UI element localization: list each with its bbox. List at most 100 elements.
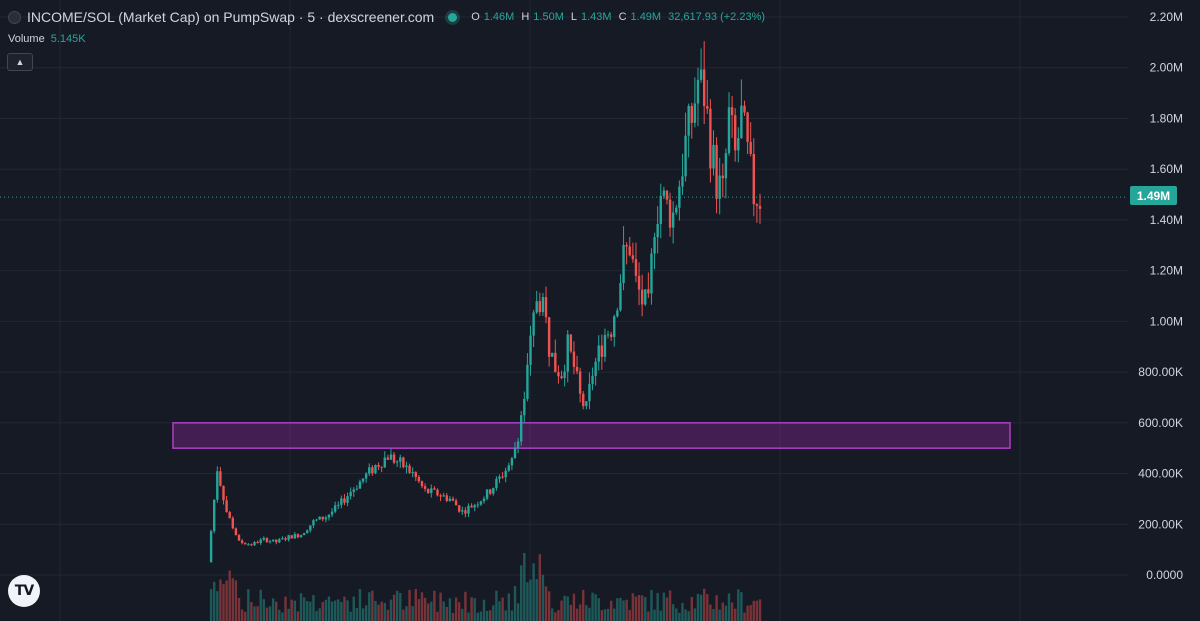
candle-body (613, 316, 616, 337)
candle-body (569, 334, 573, 352)
volume-bar (699, 594, 703, 621)
candle-body (712, 144, 715, 169)
volume-bar (209, 589, 213, 621)
candle-body (718, 175, 721, 199)
volume-bar (538, 554, 542, 621)
candle-body (721, 175, 724, 179)
volume-bar (625, 599, 628, 621)
y-tick-label: 1.80M (1150, 111, 1183, 125)
candle-body (529, 335, 532, 365)
candle-body (299, 535, 303, 538)
candle-body (371, 467, 374, 474)
volume-bar (609, 600, 613, 621)
candle-body (727, 107, 731, 154)
candle-body (287, 535, 290, 540)
volume-bar (461, 608, 464, 621)
candle-body (358, 481, 362, 489)
volume-bar (566, 596, 569, 621)
volume-bar (495, 590, 498, 621)
volume-bar (228, 570, 231, 621)
volume-bar (520, 565, 523, 621)
candle-body (262, 537, 266, 540)
candle-body (678, 186, 681, 208)
candle-body (622, 245, 625, 284)
candle-body (749, 141, 752, 154)
candle-body (566, 334, 569, 372)
candle-body (551, 352, 554, 357)
volume-bar (702, 588, 706, 621)
live-indicator-icon (448, 12, 458, 22)
volume-bar (591, 592, 594, 621)
volume-bar (597, 598, 600, 621)
candle-body (575, 366, 579, 372)
volume-bar (659, 610, 662, 621)
volume-bar (684, 609, 687, 621)
candle-body (399, 457, 402, 462)
volume-bar (501, 597, 504, 621)
tradingview-logo[interactable]: TV (8, 575, 40, 607)
candle-body (535, 301, 538, 313)
volume-bar (358, 589, 362, 621)
candle-body (693, 103, 697, 123)
y-tick-label: 1.20M (1150, 264, 1183, 278)
candle-body (234, 528, 238, 536)
volume-bar (671, 604, 675, 621)
candle-body (213, 499, 216, 532)
candle-body (374, 465, 377, 474)
ohlc-high-value: 1.50M (533, 11, 564, 23)
collapse-legend-button[interactable]: ▲ (7, 53, 33, 71)
volume-bar (414, 588, 417, 621)
candle-body (321, 516, 324, 520)
candle-body (671, 212, 675, 228)
candle-body (746, 112, 749, 142)
volume-bar (485, 610, 489, 621)
candle-body (482, 498, 486, 502)
chevron-up-icon: ▲ (15, 57, 25, 67)
y-tick-label: 1.40M (1150, 213, 1183, 227)
ohlc-low-value: 1.43M (580, 11, 612, 23)
candle-body (451, 498, 455, 501)
volume-bar (237, 597, 241, 621)
candle-body (752, 153, 755, 205)
candle-body (687, 105, 690, 136)
volume-bar (541, 574, 545, 621)
volume-bar (554, 612, 557, 621)
candle-body (585, 401, 588, 407)
volume-bar (389, 599, 393, 621)
volume-bar (470, 597, 473, 621)
candle-body (644, 289, 647, 305)
candle-body (368, 467, 371, 474)
volume-bar (569, 604, 573, 621)
candle-body (377, 465, 380, 467)
candle-body (628, 246, 631, 256)
candle-body (315, 519, 318, 521)
volume-bar (442, 601, 445, 621)
volume-bar (572, 593, 576, 621)
y-tick-label: 800.00K (1138, 365, 1183, 379)
volume-bar (343, 596, 346, 621)
volume-bar (290, 599, 293, 621)
candle-body (423, 486, 427, 489)
candle-body (572, 351, 576, 367)
volume-bar (402, 609, 405, 621)
volume-bar (606, 608, 610, 621)
candle-body (495, 478, 498, 489)
volume-bar (411, 606, 414, 621)
volume-bar (253, 606, 256, 621)
volume-bar (718, 609, 721, 621)
candle-body (696, 79, 700, 104)
volume-bar (364, 605, 368, 621)
candle-body (485, 489, 489, 499)
candle-body (702, 69, 706, 107)
volume-bar (284, 596, 287, 621)
candle-body (606, 334, 610, 336)
volume-bar (492, 605, 495, 621)
ohlc-close-value: 1.49M (630, 11, 662, 23)
candle-body (253, 542, 256, 546)
candle-body (715, 144, 718, 199)
candle-body (473, 505, 476, 508)
candle-body (293, 534, 297, 539)
candle-body (681, 176, 684, 187)
volume-bar (650, 590, 653, 621)
